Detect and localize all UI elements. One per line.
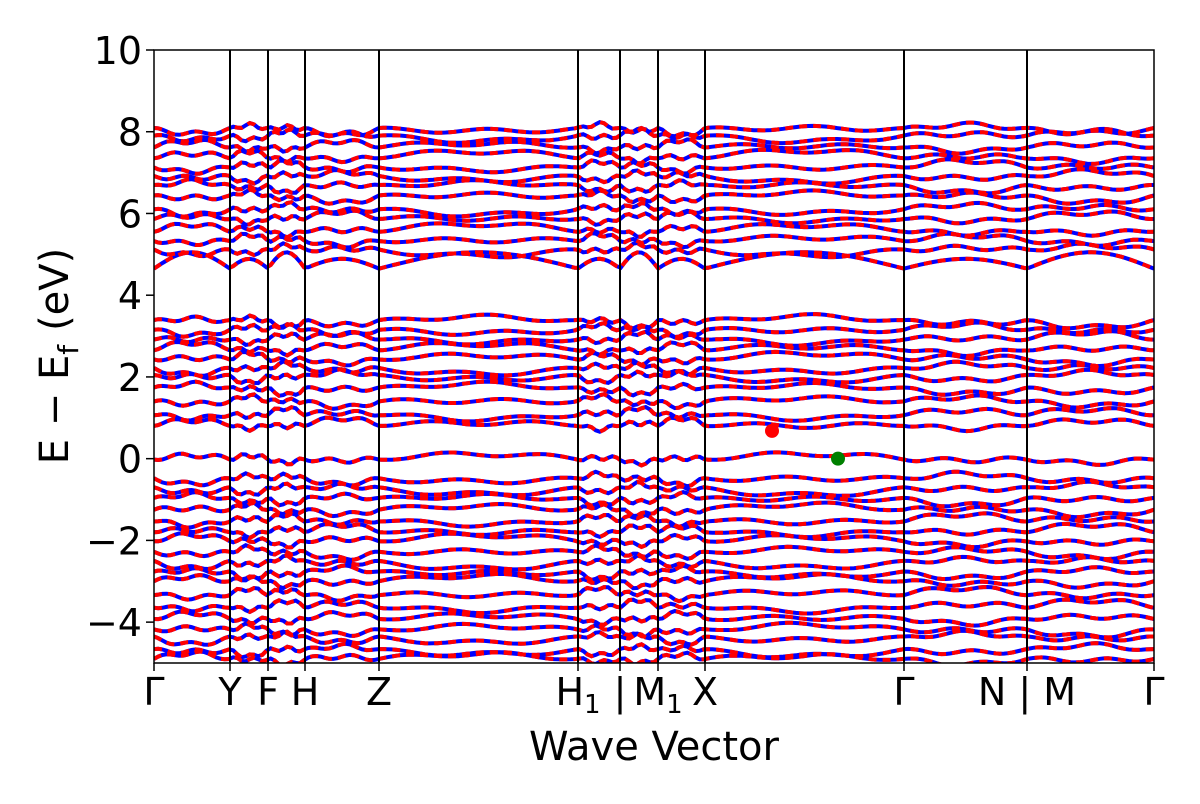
band-line-down bbox=[154, 553, 1154, 572]
band-line-down bbox=[154, 367, 1154, 386]
x-tick-label: Y bbox=[217, 670, 242, 714]
band-line-down bbox=[154, 167, 1154, 186]
y-axis-label-sub: f bbox=[52, 344, 85, 355]
band-line-down bbox=[154, 340, 1154, 359]
band-line-down bbox=[154, 571, 1154, 591]
cbm-marker bbox=[765, 423, 779, 438]
band-line-down bbox=[154, 221, 1154, 240]
band-line-down bbox=[154, 157, 1154, 176]
band-line-down bbox=[154, 649, 1154, 663]
x-axis-ticks: Γ Y F H Z H1 | M1 X Γ N | M Γ bbox=[143, 663, 1165, 720]
x-tick-label: Γ bbox=[893, 670, 914, 714]
x-tick-label: X bbox=[692, 670, 718, 714]
band-edge-markers bbox=[765, 423, 845, 466]
band-line-down bbox=[154, 250, 1154, 272]
x-tick-label: Z bbox=[366, 670, 392, 714]
band-line-down bbox=[154, 137, 1154, 156]
band-line-down bbox=[154, 359, 1154, 378]
band-line-down bbox=[154, 500, 1154, 520]
band-line-down bbox=[154, 177, 1154, 196]
band-line-down bbox=[154, 563, 1154, 583]
y-tick-label: 4 bbox=[118, 274, 142, 318]
band-line-down bbox=[154, 490, 1154, 509]
y-tick-label: 10 bbox=[94, 29, 142, 73]
band-line-down bbox=[154, 469, 1154, 489]
band-line-down bbox=[154, 379, 1154, 398]
x-axis-label: Wave Vector bbox=[529, 724, 780, 770]
band-line-down bbox=[154, 119, 1154, 139]
kpath-vertical-lines bbox=[229, 50, 1028, 663]
band-line-down bbox=[154, 392, 1154, 411]
x-tick-label: Γ bbox=[143, 670, 164, 714]
y-axis-label: E − Ef (eV) bbox=[32, 248, 85, 465]
x-tick-label: H bbox=[291, 670, 320, 714]
x-tick-label: F bbox=[257, 670, 279, 714]
y-tick-label: 6 bbox=[118, 192, 142, 236]
x-tick-label: N | M bbox=[978, 670, 1076, 715]
band-line-down bbox=[154, 240, 1154, 260]
band-line-down bbox=[154, 187, 1154, 206]
band-line-down bbox=[154, 450, 1154, 468]
y-axis-ticks: −4 −2 0 2 4 6 8 10 bbox=[86, 29, 154, 645]
band-line-down bbox=[154, 349, 1154, 369]
band-line-down bbox=[154, 641, 1154, 660]
band-line-down bbox=[154, 628, 1154, 647]
y-axis-label-unit: (eV) bbox=[32, 248, 78, 331]
x-tick-label: H1 bbox=[555, 670, 600, 720]
y-tick-label: 2 bbox=[118, 356, 142, 400]
band-line-down bbox=[154, 200, 1154, 219]
y-tick-label: −2 bbox=[86, 519, 142, 563]
band-line-down bbox=[154, 415, 1154, 434]
y-tick-label: 8 bbox=[118, 111, 142, 155]
band-line-down bbox=[154, 329, 1154, 348]
bands-layer bbox=[154, 119, 1154, 663]
y-tick-label: −4 bbox=[86, 601, 142, 645]
band-line-down bbox=[154, 608, 1154, 628]
band-line-down bbox=[154, 521, 1154, 541]
band-line-down bbox=[154, 208, 1154, 228]
band-line-down bbox=[154, 312, 1154, 331]
band-line-down bbox=[154, 320, 1154, 340]
band-line-down bbox=[154, 543, 1154, 562]
y-axis-label-main: E − E bbox=[32, 355, 78, 465]
band-line-down bbox=[154, 404, 1154, 424]
x-tick-label: M1 bbox=[633, 670, 682, 720]
band-line-down bbox=[154, 231, 1154, 250]
y-tick-label: 0 bbox=[118, 438, 142, 482]
band-line-down bbox=[154, 531, 1154, 550]
band-line-down bbox=[154, 511, 1154, 530]
band-line-down bbox=[154, 147, 1154, 166]
band-line-down bbox=[154, 584, 1154, 604]
x-tick-label: | bbox=[614, 670, 627, 715]
band-line-down bbox=[154, 126, 1154, 146]
band-line-down bbox=[154, 479, 1154, 498]
band-line-down bbox=[154, 597, 1154, 616]
band-line-down bbox=[154, 620, 1154, 640]
vbm-marker bbox=[831, 451, 845, 466]
plot-frame bbox=[153, 49, 1155, 664]
x-tick-label: Γ bbox=[1143, 670, 1164, 714]
